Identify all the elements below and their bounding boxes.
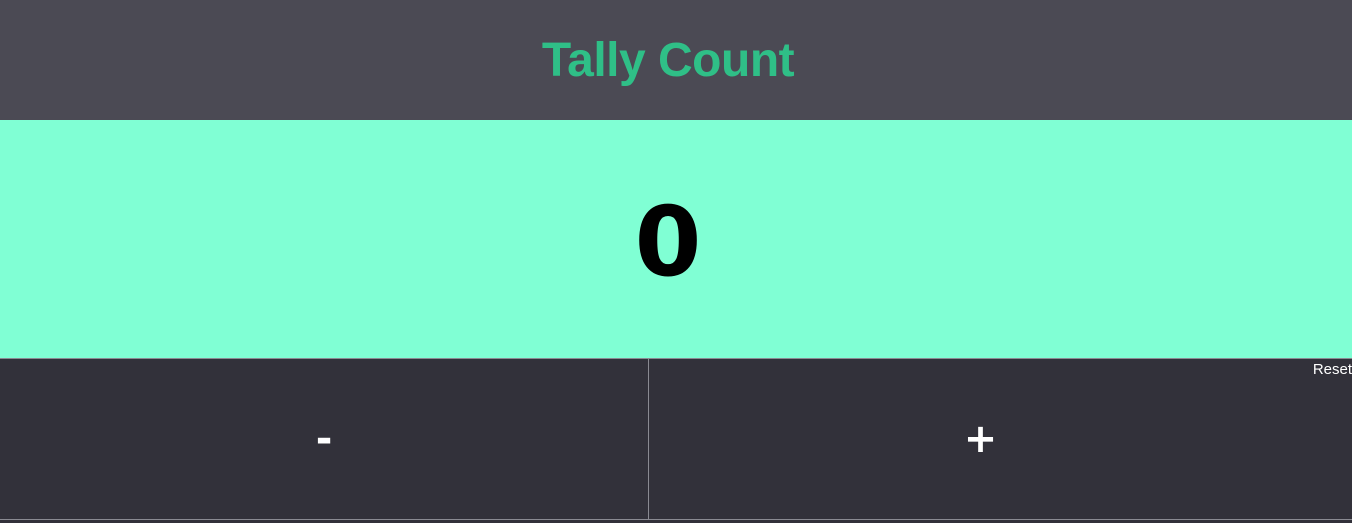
increment-button[interactable]: + (649, 359, 1312, 519)
controls-bar: - + Reset (0, 358, 1352, 520)
reset-container: Reset (1312, 359, 1352, 519)
count-display: 0 (0, 120, 1352, 358)
reset-button[interactable]: Reset (1312, 361, 1352, 378)
app-header: Tally Count (0, 0, 1352, 120)
count-value: 0 (634, 186, 702, 298)
page-title: Tally Count (541, 33, 795, 87)
decrement-button[interactable]: - (0, 359, 649, 519)
